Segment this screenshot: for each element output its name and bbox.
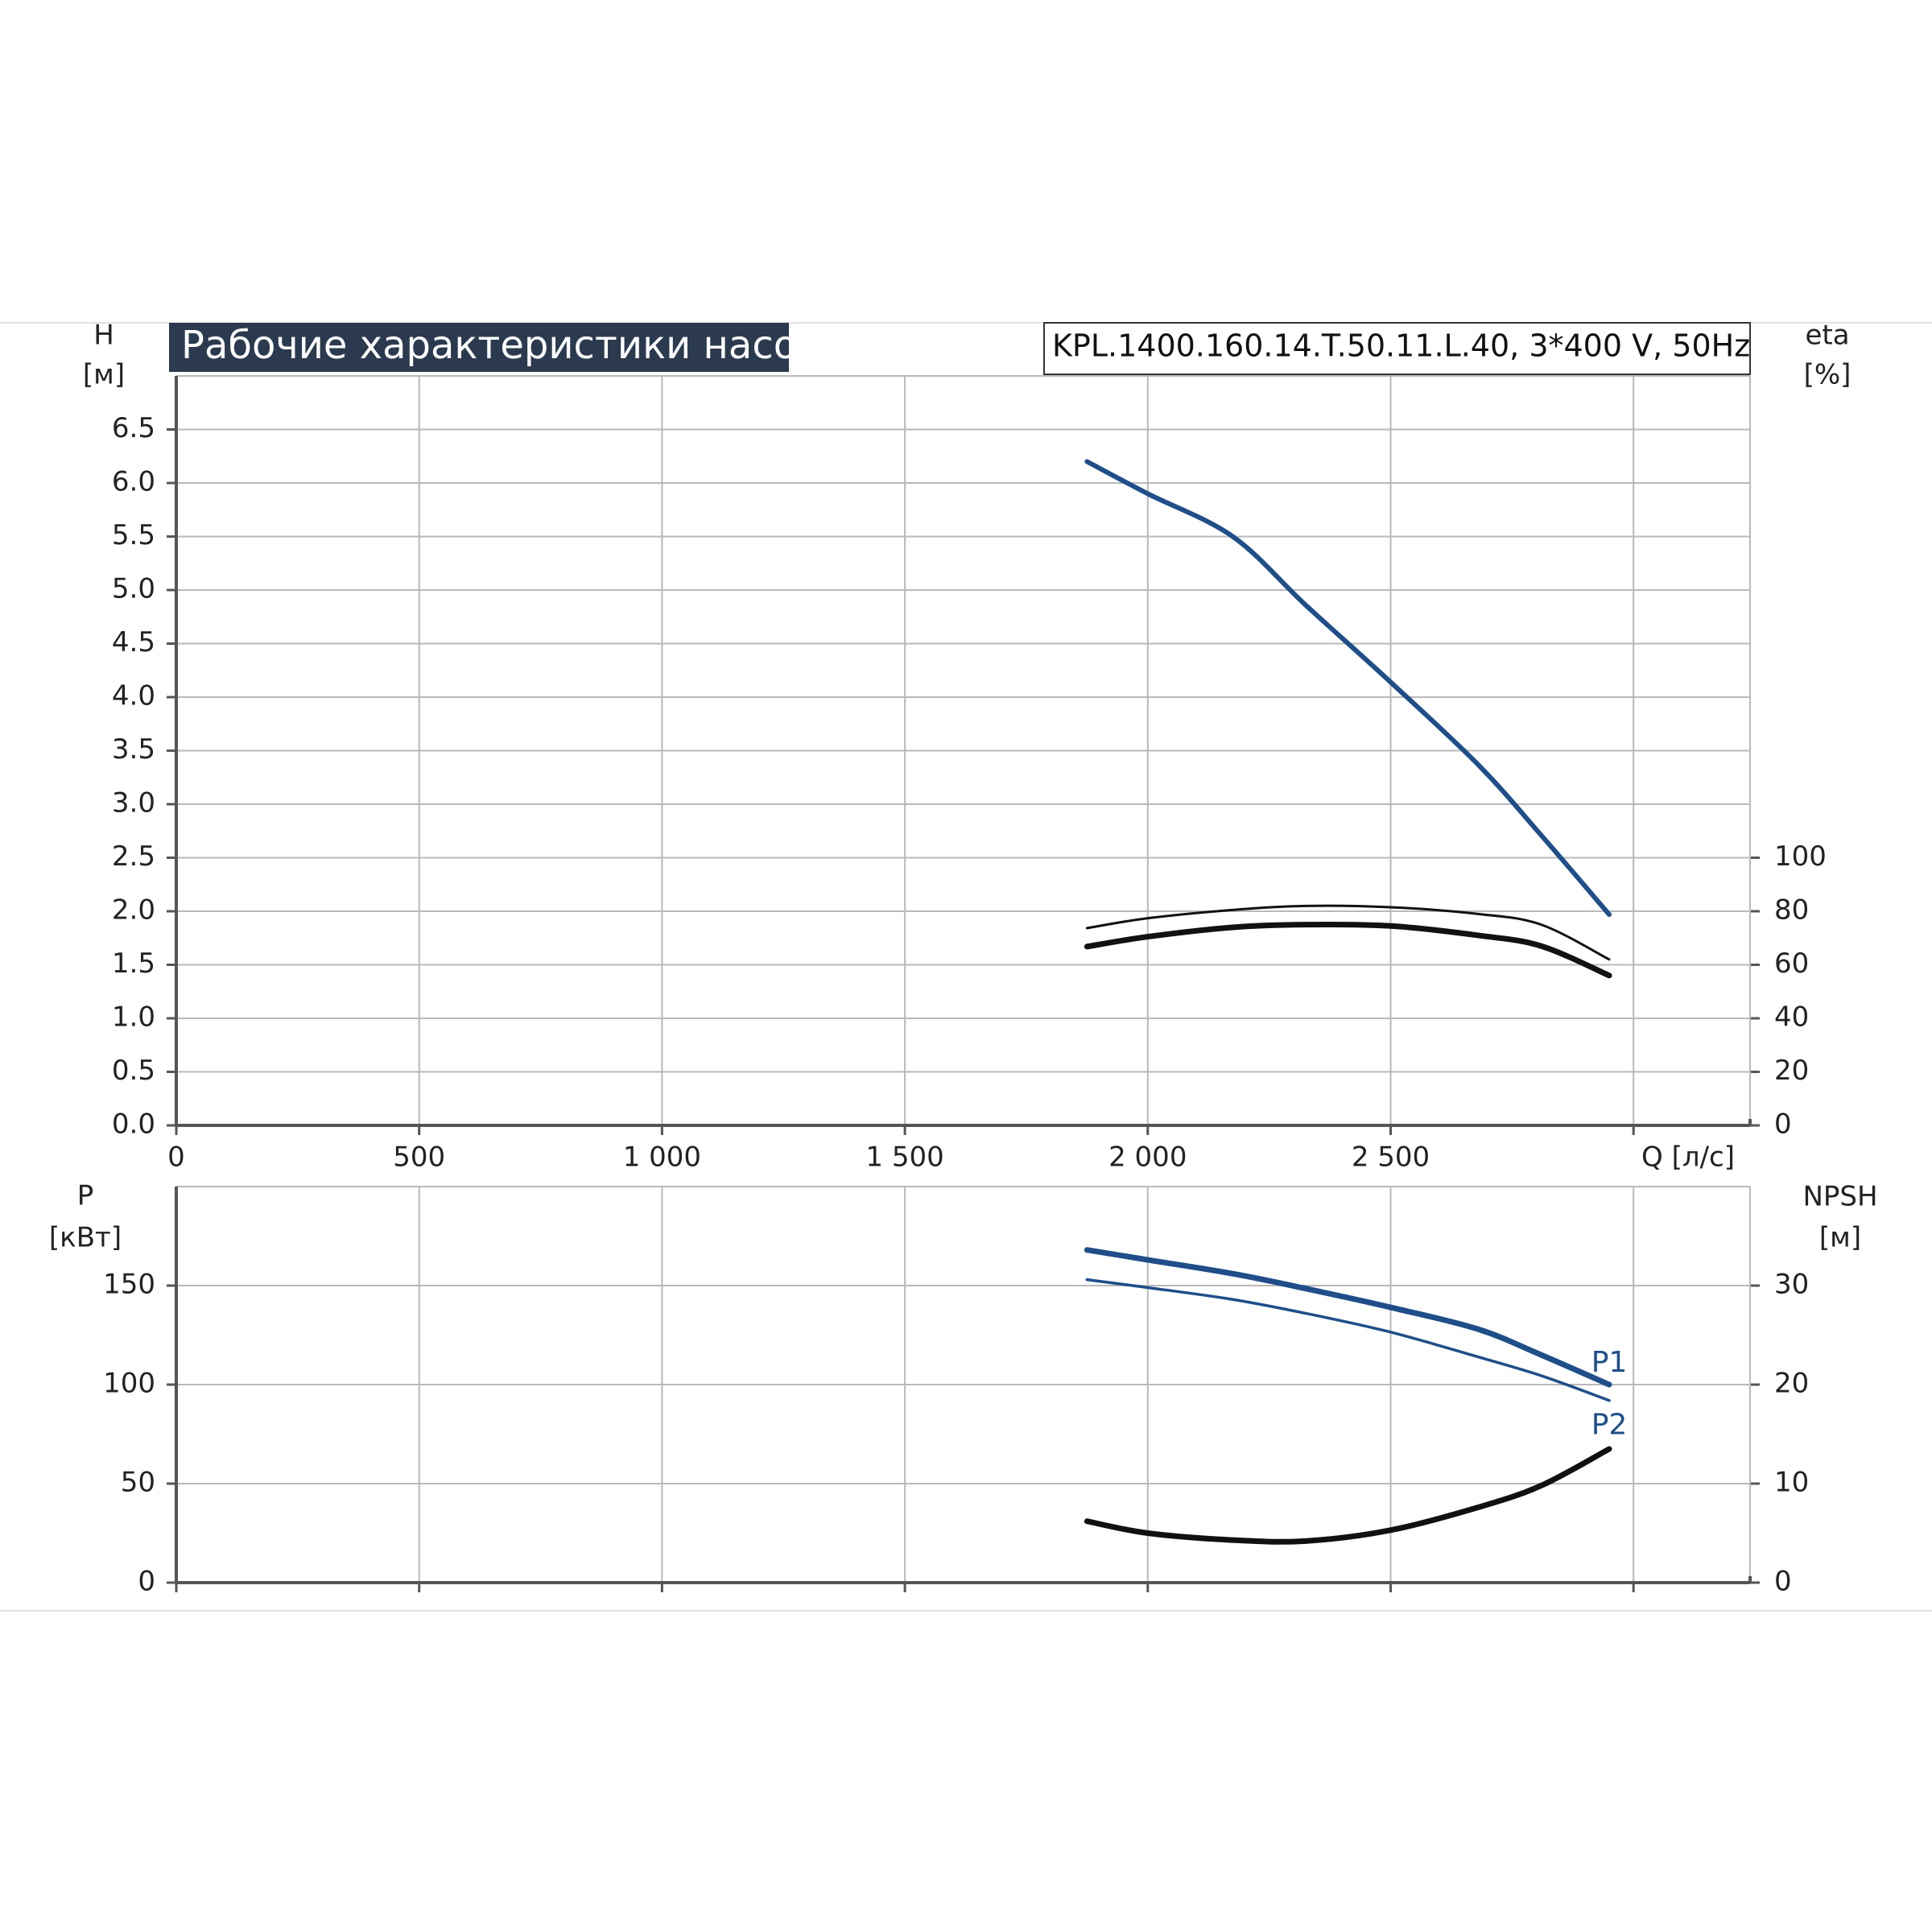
y-axis-label: P <box>77 1180 94 1212</box>
y-tick-label: 0.5 <box>112 1055 155 1087</box>
y2-axis-unit: [%] <box>1804 359 1852 391</box>
y2-axis-label: eta <box>1805 320 1849 352</box>
y-tick-label: 50 <box>121 1467 155 1499</box>
series-line <box>1084 459 1612 917</box>
y-tick-label: 1.0 <box>112 1001 155 1034</box>
x-axis-label: Q [л/с] <box>1641 1141 1735 1174</box>
y-tick-label: 5.5 <box>112 519 155 551</box>
chart-title: Рабочие характеристики насоса <box>181 323 842 368</box>
y2-tick-label: 10 <box>1774 1467 1809 1499</box>
y2-tick-label: 0 <box>1774 1566 1792 1598</box>
y2-axis-unit: [м] <box>1819 1222 1861 1254</box>
y-tick-label: 0.0 <box>112 1108 155 1141</box>
y-tick-label: 100 <box>103 1368 155 1400</box>
x-tick-label: 1 500 <box>865 1141 943 1174</box>
y-tick-label: 6.0 <box>112 466 155 498</box>
y2-tick-label: 30 <box>1774 1269 1809 1301</box>
y2-tick-label: 100 <box>1774 840 1827 873</box>
y-tick-label: 4.0 <box>112 680 155 712</box>
y-tick-label: 3.5 <box>112 733 155 766</box>
y-axis-unit: [м] <box>83 359 125 391</box>
y2-tick-label: 40 <box>1774 1001 1809 1034</box>
y-tick-label: 3.0 <box>112 787 155 819</box>
x-tick-label: 1 000 <box>623 1141 701 1174</box>
series-line <box>1084 921 1612 979</box>
y2-axis-label: NPSH <box>1802 1181 1877 1213</box>
x-tick-label: 500 <box>393 1141 445 1174</box>
y-tick-label: 2.0 <box>112 894 155 927</box>
subtitle-box <box>1043 322 1751 375</box>
series-line <box>1084 1247 1612 1388</box>
y2-tick-label: 60 <box>1774 947 1809 980</box>
series-label: P1 <box>1591 1346 1628 1379</box>
y-tick-label: 6.5 <box>112 412 155 444</box>
y-tick-label: 0 <box>138 1566 155 1598</box>
y-tick-label: 150 <box>103 1269 155 1301</box>
y2-tick-label: 20 <box>1774 1055 1809 1087</box>
y-tick-label: 4.5 <box>112 626 155 658</box>
x-tick-label: 0 <box>167 1141 185 1174</box>
title-box <box>169 323 789 372</box>
y2-tick-label: 0 <box>1774 1108 1792 1141</box>
series-line <box>1085 904 1611 961</box>
x-tick-label: 2 000 <box>1108 1141 1187 1174</box>
y-tick-label: 1.5 <box>112 947 155 980</box>
x-tick-label: 2 500 <box>1352 1141 1430 1174</box>
series-label: P2 <box>1591 1409 1628 1442</box>
y2-tick-label: 80 <box>1774 894 1809 927</box>
y-tick-label: 2.5 <box>112 840 155 873</box>
series-line <box>1085 1278 1611 1402</box>
y-axis-unit: [кВт] <box>49 1222 122 1254</box>
y2-tick-label: 20 <box>1774 1368 1809 1400</box>
chart-subtitle: KPL.1400.160.14.T.50.11.L.40, 3*400 V, 5… <box>1052 328 1750 364</box>
y-axis-label: H <box>93 320 114 352</box>
y-tick-label: 5.0 <box>112 573 155 605</box>
series-line <box>1084 1446 1612 1545</box>
